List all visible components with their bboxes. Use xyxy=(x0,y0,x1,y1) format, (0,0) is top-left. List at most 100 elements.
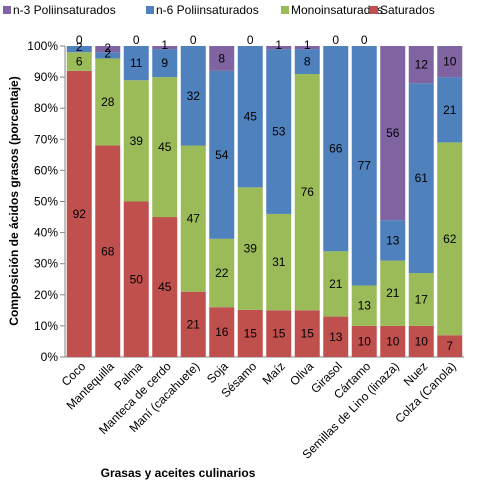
bar-segment xyxy=(266,213,292,311)
data-label: 15 xyxy=(272,327,286,341)
bar-segment xyxy=(437,77,463,143)
plot-area: 0%10%20%30%40%50%60%70%80%90%100%92620Co… xyxy=(27,33,464,462)
data-label: 22 xyxy=(215,266,229,280)
legend-label: Monoinsaturados xyxy=(291,3,383,17)
bar-segment xyxy=(323,46,349,252)
data-label: 45 xyxy=(244,110,258,124)
bar-segment xyxy=(294,49,320,74)
bar-segment xyxy=(237,187,263,310)
data-label: 39 xyxy=(244,242,258,256)
data-label: 2 xyxy=(104,41,111,55)
y-tick-label: 20% xyxy=(34,288,58,302)
bar-segment xyxy=(152,77,178,218)
data-label: 45 xyxy=(158,280,172,294)
data-label: 9 xyxy=(161,56,168,70)
data-label: 6 xyxy=(76,55,83,69)
data-label: 17 xyxy=(415,292,429,306)
data-label: 13 xyxy=(386,233,400,247)
data-label: 92 xyxy=(73,207,87,221)
legend-swatch xyxy=(146,6,154,14)
legend-swatch xyxy=(370,6,378,14)
data-label: 2 xyxy=(104,46,111,60)
bar-segment xyxy=(380,220,406,261)
data-label: 54 xyxy=(215,148,229,162)
data-label: 32 xyxy=(187,89,201,103)
data-label: 1 xyxy=(275,38,282,52)
data-label: 10 xyxy=(415,334,429,348)
x-axis-label: Grasas y aceites culinarios xyxy=(101,466,256,480)
data-label: 61 xyxy=(415,171,429,185)
bar-segment xyxy=(294,73,320,311)
bar-segment xyxy=(323,251,349,317)
bar-segment xyxy=(408,46,434,84)
data-label: 62 xyxy=(443,232,457,246)
bar-segment xyxy=(209,307,235,357)
y-tick-label: 100% xyxy=(27,39,58,53)
data-label: 66 xyxy=(329,142,343,156)
data-label: 68 xyxy=(101,244,115,258)
data-label: 77 xyxy=(358,159,372,173)
data-label: 15 xyxy=(244,326,258,340)
bar-segment xyxy=(351,325,377,357)
y-tick-label: 40% xyxy=(34,226,58,240)
data-label: 7 xyxy=(446,339,453,353)
legend-label: Saturados xyxy=(380,3,435,17)
data-label: 0 xyxy=(133,33,140,47)
y-tick-label: 70% xyxy=(34,132,58,146)
bar-segment xyxy=(95,145,121,357)
bar-segment xyxy=(237,46,263,188)
y-axis-label: Composición de ácidos grasos (porcentaje… xyxy=(7,76,21,325)
bar-segment xyxy=(180,291,206,357)
bar-segment xyxy=(66,46,92,53)
data-label: 1 xyxy=(161,38,168,52)
data-label: 10 xyxy=(443,55,457,69)
data-label: 13 xyxy=(358,299,372,313)
data-label: 8 xyxy=(304,55,311,69)
bar-segment xyxy=(380,46,406,221)
bar-segment xyxy=(95,52,121,59)
bar-segment xyxy=(323,316,349,357)
bar-segment xyxy=(209,70,235,239)
data-label: 2 xyxy=(76,40,83,54)
data-label: 16 xyxy=(215,325,229,339)
data-label: 56 xyxy=(386,126,400,140)
bar-segment xyxy=(123,80,149,202)
data-label: 21 xyxy=(329,277,343,291)
data-label: 31 xyxy=(272,255,286,269)
bar-segment xyxy=(95,46,121,53)
bar-segment xyxy=(266,49,292,214)
data-label: 11 xyxy=(130,56,143,70)
legend: n-3 Poliinsaturados n-6 Poliinsaturados Mo… xyxy=(3,3,435,17)
data-label: 21 xyxy=(187,317,201,331)
bar-segment xyxy=(266,46,292,50)
data-label: 8 xyxy=(218,51,225,65)
data-label: 47 xyxy=(187,212,201,226)
bar-segment xyxy=(294,46,320,50)
legend-label: n-6 Poliinsaturados xyxy=(156,3,259,17)
data-label: 39 xyxy=(130,134,144,148)
data-label: 13 xyxy=(329,330,343,344)
y-tick-label: 10% xyxy=(34,319,58,333)
legend-swatch xyxy=(3,6,11,14)
bar-segment xyxy=(152,46,178,50)
bar-segment xyxy=(408,273,434,326)
data-label: 21 xyxy=(443,103,457,117)
bar-segment xyxy=(266,310,292,357)
data-label: 15 xyxy=(301,327,315,341)
data-label: 45 xyxy=(158,140,172,154)
data-label: 10 xyxy=(386,334,400,348)
bar-segment xyxy=(180,46,206,146)
bar-segment xyxy=(152,217,178,357)
data-label: 76 xyxy=(301,185,315,199)
bar-segment xyxy=(294,310,320,357)
legend-label: n-3 Poliinsaturados xyxy=(13,3,116,17)
bar-segment xyxy=(66,52,92,71)
y-tick-label: 90% xyxy=(34,70,58,84)
bar-segment xyxy=(209,46,235,71)
legend-swatch xyxy=(281,6,289,14)
bar-segment xyxy=(237,309,263,357)
bar-segment xyxy=(66,70,92,357)
data-label: 50 xyxy=(130,272,144,286)
bar-segment xyxy=(408,83,434,274)
